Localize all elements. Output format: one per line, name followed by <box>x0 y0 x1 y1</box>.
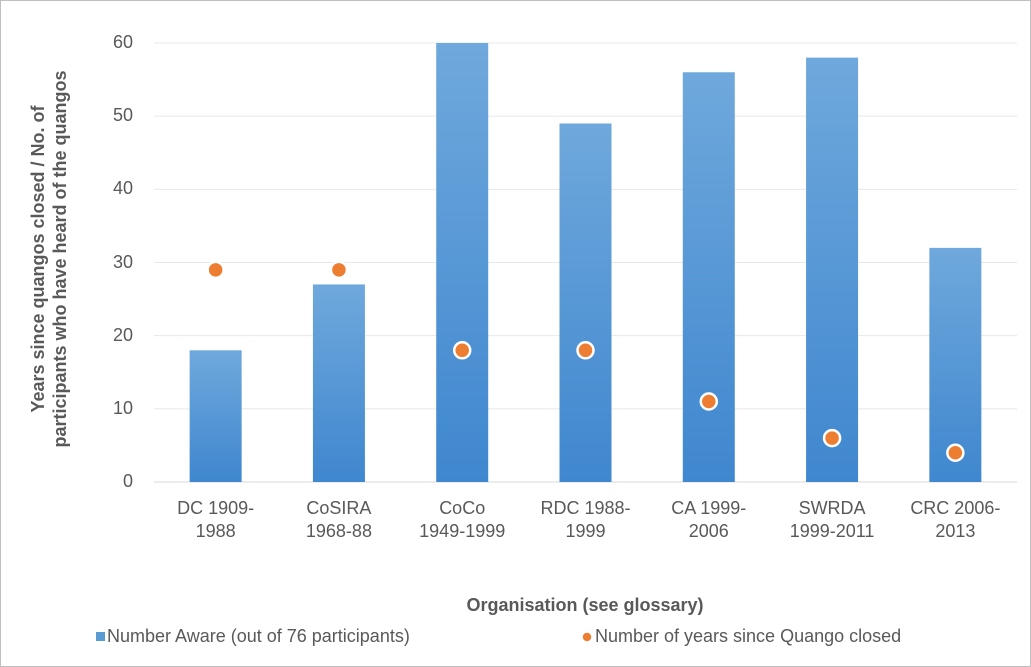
y-tick-label: 10 <box>112 397 133 418</box>
bar <box>312 284 365 482</box>
dot <box>452 341 472 360</box>
legend-label: Number Aware (out of 76 participants) <box>107 626 410 646</box>
x-tick-label: RDC 1988- 1999 <box>540 498 631 541</box>
bar <box>806 57 859 483</box>
dot <box>946 443 965 462</box>
dot <box>699 392 719 411</box>
legend-swatch <box>581 631 593 643</box>
x-tick-label: CRC 2006- 2013 <box>910 498 1001 541</box>
bar <box>682 72 735 483</box>
legend-label: Number of years since Quango closed <box>595 626 902 646</box>
x-tick-label: DC 1909- 1988 <box>177 498 255 541</box>
dot <box>329 260 349 280</box>
dot <box>576 341 595 360</box>
x-tick-label: SWRDA 1999-2011 <box>789 498 875 541</box>
y-tick-label: 50 <box>112 105 133 126</box>
bar <box>559 123 612 482</box>
x-tick-label: CoCo 1949-1999 <box>419 498 506 541</box>
y-tick-label: 60 <box>112 32 133 52</box>
bar <box>929 247 982 482</box>
bar <box>436 43 489 482</box>
x-axis-title: Organisation (see glossary) <box>466 595 704 615</box>
legend-swatch <box>96 632 105 641</box>
y-tick-label: 20 <box>112 324 133 345</box>
x-tick-label: CoSIRA 1968-88 <box>305 498 372 541</box>
x-tick-label: CA 1999- 2006 <box>671 498 747 541</box>
dot <box>822 428 842 448</box>
dot <box>206 260 225 280</box>
y-tick-label: 40 <box>112 178 133 199</box>
bar <box>189 350 242 482</box>
y-tick-label: 0 <box>122 471 133 491</box>
y-tick-label: 30 <box>112 251 133 272</box>
